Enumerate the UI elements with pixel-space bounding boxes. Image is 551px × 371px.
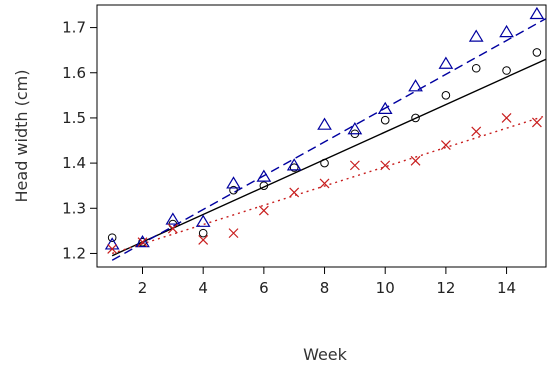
circle-point [259, 181, 269, 190]
circle-point [320, 158, 329, 168]
x-tick-label: 14 [497, 279, 516, 297]
triangle-point [226, 176, 241, 189]
fit-line-circle [111, 58, 547, 257]
x-tick-label: 2 [138, 279, 148, 297]
circle-point [107, 233, 117, 242]
circle-point [289, 163, 299, 172]
triangle-point [438, 56, 454, 69]
cross-point [410, 155, 421, 166]
x-tick-label: 10 [376, 279, 395, 297]
cross-point [107, 244, 118, 254]
y-tick-label: 1.6 [62, 64, 86, 82]
triangle-point [104, 237, 120, 250]
cross-point [258, 205, 269, 216]
cross-point [440, 140, 451, 150]
y-tick-label: 1.4 [62, 154, 86, 172]
cross-point [531, 117, 542, 128]
circle-point [441, 91, 451, 100]
x-tick-label: 12 [436, 279, 455, 297]
circle-point [471, 63, 481, 73]
circle-point [502, 66, 511, 75]
fit-lines [111, 17, 547, 261]
x-axis: 2 4 6 8 10 12 14 [138, 267, 516, 297]
cross-point [501, 113, 512, 123]
circle-point [380, 115, 390, 125]
triangle-point [165, 212, 181, 225]
plot-frame [96, 4, 547, 268]
fit-line-triangle [111, 17, 547, 261]
y-axis-label: Head width (cm) [12, 70, 31, 203]
y-axis: 1.2 1.3 1.4 1.5 1.6 1.7 [62, 19, 97, 262]
triangle-point [135, 234, 150, 248]
fit-line-cross [111, 115, 547, 255]
triangle-point [195, 214, 211, 227]
triangle-point [256, 169, 272, 182]
circle-point [411, 113, 420, 123]
data-points [104, 6, 545, 254]
cross-point [471, 126, 482, 137]
cross-point [167, 223, 178, 234]
triangle-point [377, 101, 393, 114]
cross-point [289, 187, 300, 198]
x-tick-label: 8 [320, 279, 330, 297]
triangle-point [408, 79, 423, 92]
circle-point [229, 185, 238, 195]
triangle-point [347, 122, 363, 135]
cross-point [228, 228, 239, 239]
circle-point [198, 228, 208, 238]
triangle-point [499, 24, 514, 38]
x-tick-label: 6 [259, 279, 269, 297]
cross-point [198, 234, 209, 245]
triangle-point [468, 29, 484, 42]
cross-point [349, 160, 360, 171]
y-tick-label: 1.7 [62, 19, 86, 37]
cross-point [137, 237, 148, 248]
cross-point [380, 160, 391, 171]
triangle-point [317, 117, 332, 130]
circle-point [532, 48, 542, 57]
cross-point [319, 178, 330, 189]
triangle-point [529, 6, 545, 20]
y-tick-label: 1.5 [62, 109, 86, 127]
x-tick-label: 4 [198, 279, 208, 297]
triangle-point [286, 158, 302, 171]
y-tick-label: 1.2 [62, 244, 86, 262]
x-axis-label: Week [303, 345, 348, 364]
y-tick-label: 1.3 [62, 199, 86, 217]
